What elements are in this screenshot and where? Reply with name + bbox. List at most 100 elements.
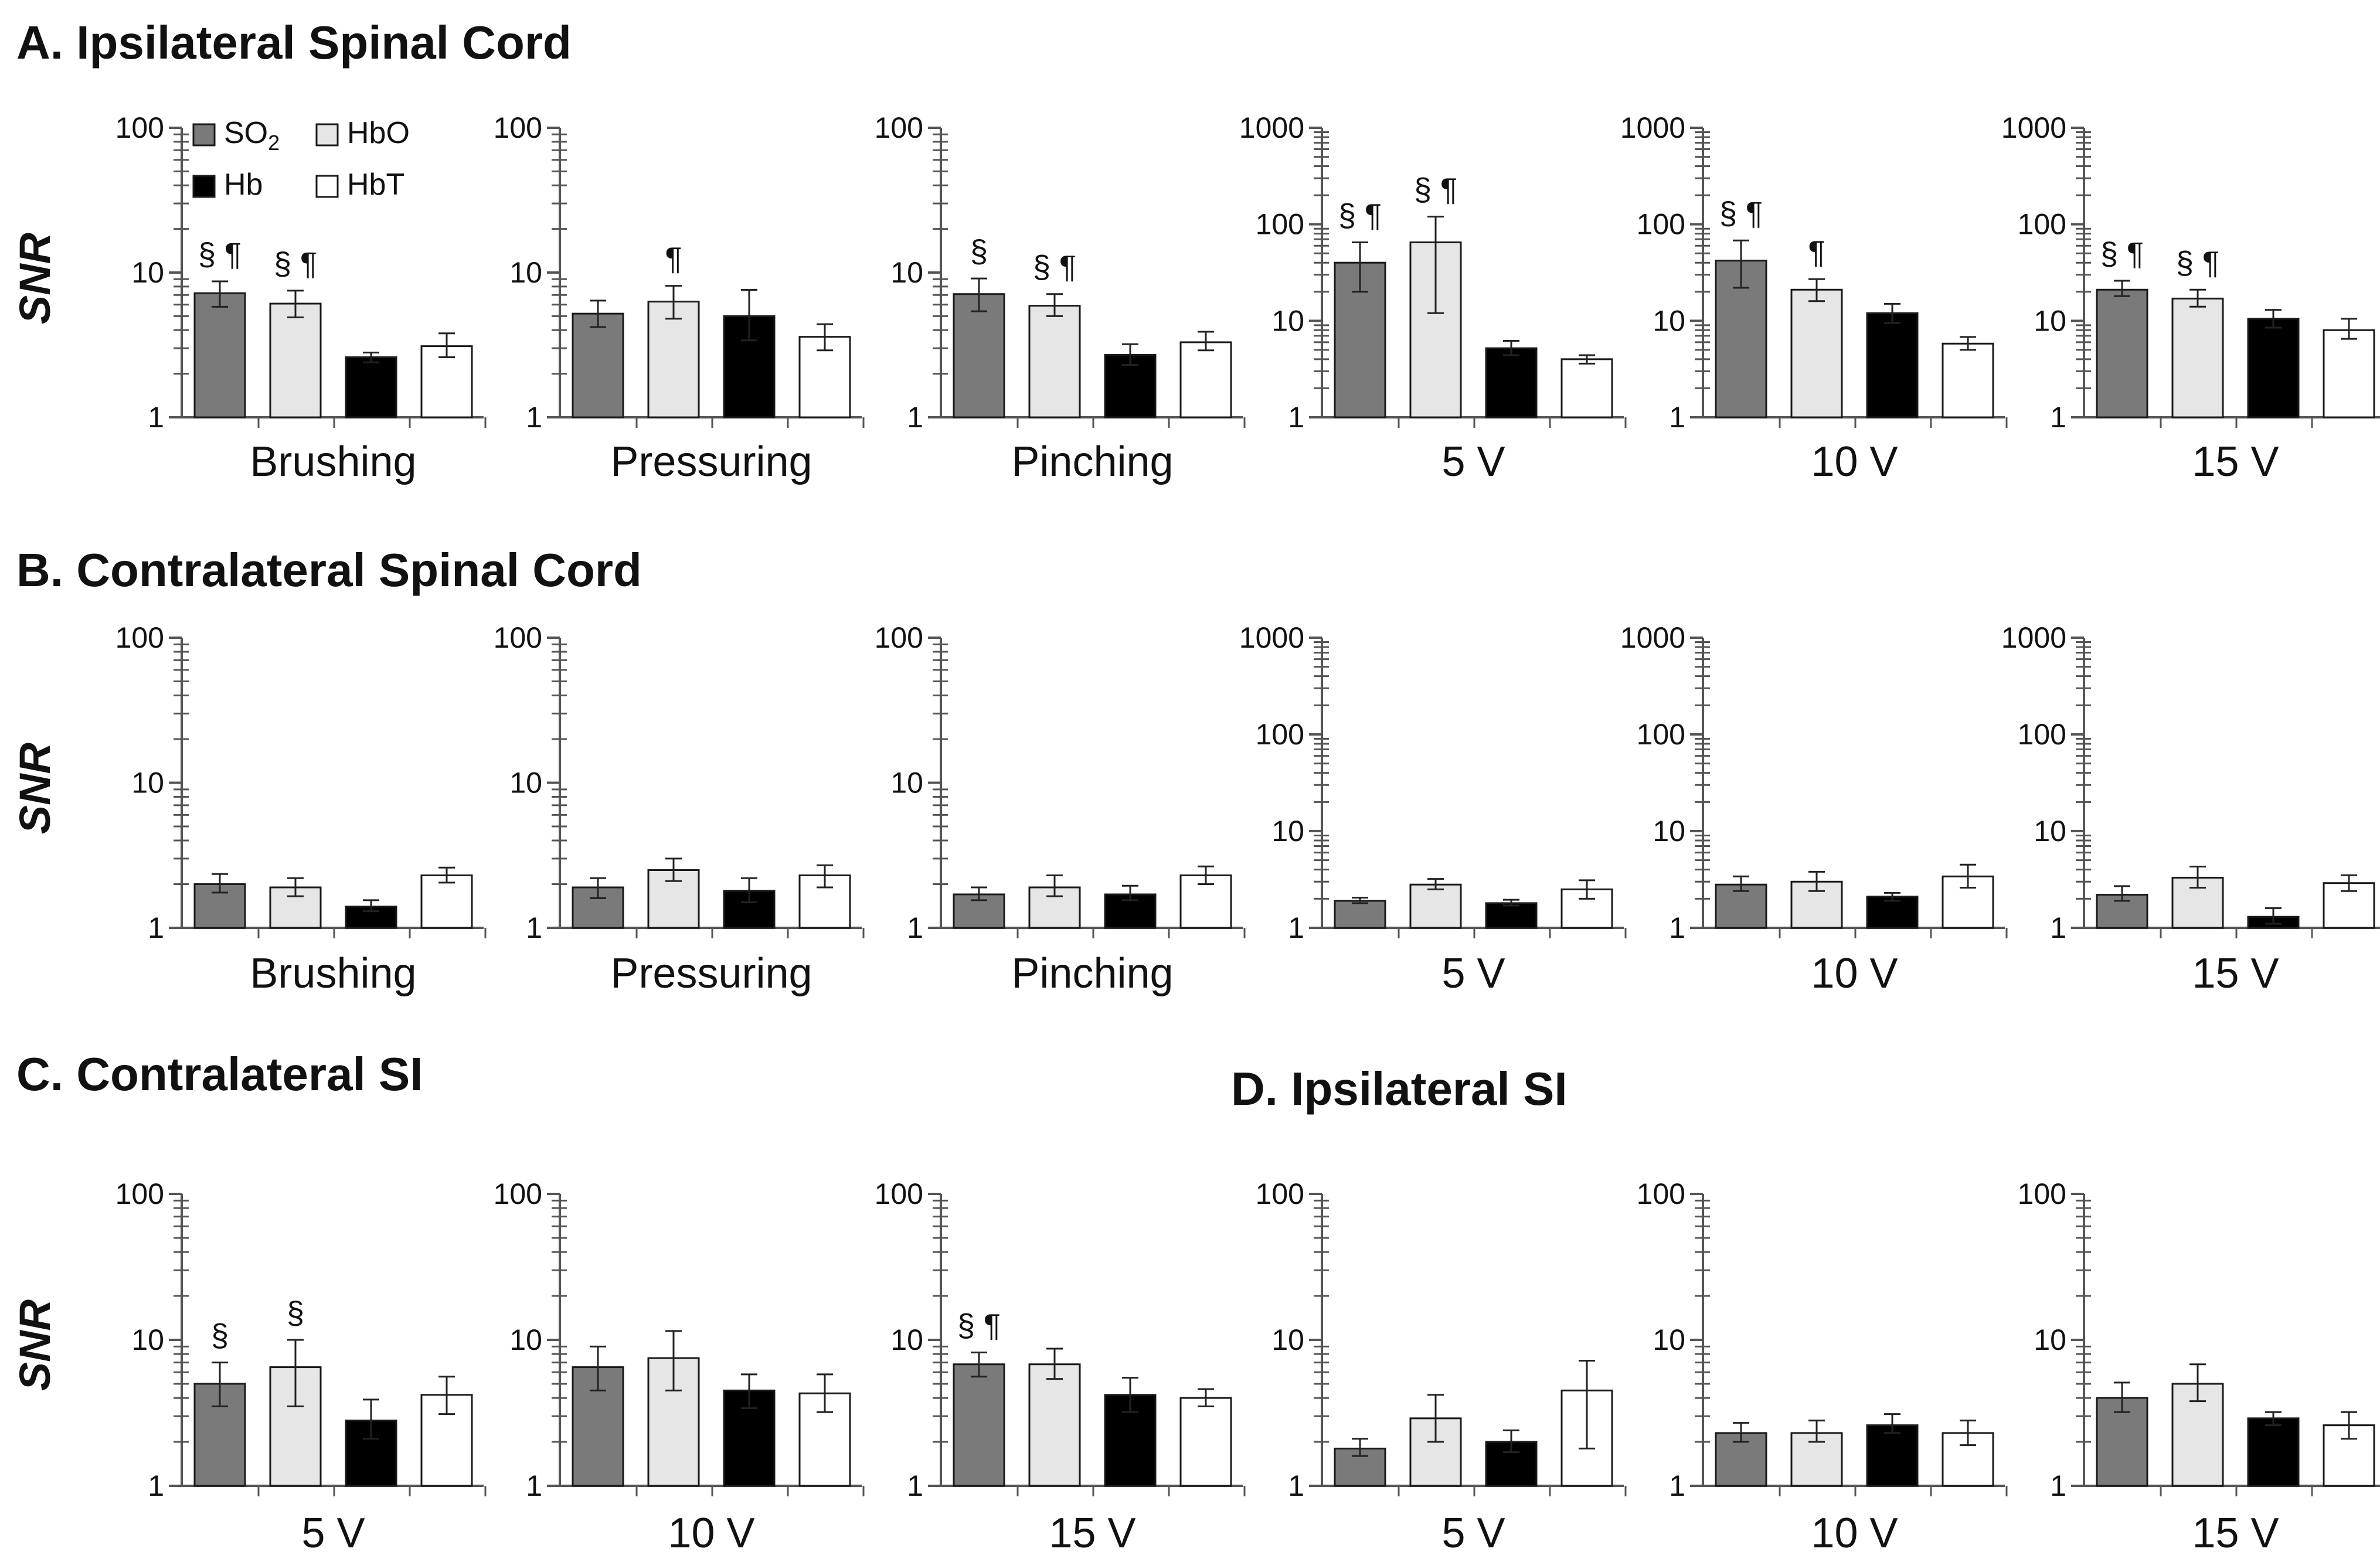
significance-label: § ¶ [1338, 198, 1382, 233]
chart-panels: 1 10 100 § ¶ § ¶ Brushing 1 10 100 ¶ Pressuring 1 10… [115, 111, 2380, 1557]
bar-hbt [1942, 342, 1994, 418]
category-label: Pressuring [610, 950, 812, 997]
section-title-d: D. Ipsilateral SI [1231, 1063, 1568, 1115]
y-tick-label: 100 [1637, 1178, 1685, 1210]
panel-a-10v: 1 10 100 1000 § ¶ ¶ 10 V [1620, 111, 2008, 485]
y-tick-label: 100 [115, 1178, 164, 1210]
legend: SO2 HbO Hb HbT [192, 116, 410, 202]
y-tick-label: 100 [875, 111, 923, 144]
significance-label: § ¶ [274, 246, 317, 281]
y-tick-label: 1 [2050, 911, 2066, 944]
y-tick-label: 10 [1271, 815, 1304, 848]
category-label: 15 V [1049, 1510, 1135, 1557]
category-label: 10 V [1811, 438, 1898, 485]
panel-c-5v: 1 10 100 § § 5 V [115, 1178, 487, 1557]
y-tick-label: 1 [907, 401, 923, 434]
category-label: Brushing [250, 438, 416, 485]
y-tick-label: 1 [2050, 1469, 2066, 1502]
y-tick-label: 1000 [1239, 111, 1304, 144]
y-tick-label: 10 [1271, 304, 1304, 337]
bar-hbo [2171, 297, 2224, 418]
bar-hb [1104, 893, 1157, 929]
panel-d-15v: 1 10 100 15 V [2018, 1178, 2380, 1557]
y-tick-label: 10 [131, 767, 164, 799]
y-tick-label: 10 [131, 256, 164, 289]
y-tick-label: 100 [494, 621, 542, 654]
panel-a-brushing: 1 10 100 § ¶ § ¶ Brushing [115, 111, 487, 485]
legend-item-so2: SO2 [192, 116, 280, 155]
bar-hb [2247, 318, 2300, 418]
legend-swatch [315, 175, 339, 198]
significance-label: § [287, 1295, 304, 1330]
category-label: Pinching [1011, 950, 1173, 997]
bar-hb [1866, 896, 1919, 929]
y-tick-label: 1 [526, 1469, 542, 1502]
y-tick-label: 100 [2018, 1178, 2066, 1210]
legend-swatch [192, 175, 216, 198]
legend-item-hb: Hb [192, 168, 263, 202]
y-tick-label: 1 [526, 911, 542, 944]
y-tick-label: 1 [148, 911, 164, 944]
y-tick-label: 10 [1653, 1323, 1685, 1356]
category-label: 15 V [2192, 438, 2279, 485]
category-label: 10 V [1811, 950, 1898, 997]
bar-hbo [1409, 883, 1462, 929]
bar-so2 [1334, 900, 1386, 929]
panel-b-brushing: 1 10 100 Brushing [115, 621, 487, 997]
legend-item-hbo: HbO [315, 116, 410, 150]
y-tick-label: 10 [890, 256, 923, 289]
legend-subscript: 2 [268, 131, 280, 155]
y-tick-label: 100 [115, 111, 164, 144]
category-label: Pressuring [610, 438, 812, 485]
bar-so2 [572, 312, 624, 418]
y-axis-label-c: SNR [11, 1299, 59, 1391]
y-axis-label-b: SNR [11, 743, 59, 834]
bar-hbo [647, 301, 700, 418]
y-tick-label: 1000 [2001, 111, 2066, 144]
y-tick-label: 1000 [1239, 621, 1304, 654]
section-title-c: C. Contralateral SI [16, 1048, 423, 1100]
category-label: 5 V [1441, 1510, 1505, 1557]
y-tick-label: 10 [1653, 304, 1685, 337]
y-tick-label: 100 [1637, 208, 1685, 241]
bar-hbt [1560, 358, 1613, 418]
y-tick-label: 1000 [2001, 621, 2066, 654]
bar-hbo [1028, 1363, 1081, 1487]
y-tick-label: 1 [907, 911, 923, 944]
section-title-a: A. Ipsilateral Spinal Cord [16, 16, 572, 69]
panel-b-10v: 1 10 100 1000 10 V [1620, 621, 2008, 997]
bar-hbo [269, 302, 322, 418]
significance-label: ¶ [1808, 234, 1825, 270]
y-tick-label: 10 [890, 1323, 923, 1356]
bar-hbt [1179, 1397, 1232, 1487]
significance-label: ¶ [665, 241, 682, 277]
y-tick-label: 1 [1288, 911, 1304, 944]
y-tick-label: 100 [494, 1178, 542, 1210]
y-tick-label: 1 [1288, 1469, 1304, 1502]
panel-a-15v: 1 10 100 1000 § ¶ § ¶ 15 V [2001, 111, 2380, 485]
legend-swatch [192, 123, 216, 147]
y-tick-label: 100 [1256, 1178, 1304, 1210]
panel-a-pressuring: 1 10 100 ¶ Pressuring [494, 111, 865, 485]
y-tick-label: 1000 [1620, 621, 1685, 654]
y-tick-label: 1 [1288, 401, 1304, 434]
significance-label: § ¶ [1719, 196, 1763, 231]
y-tick-label: 1 [148, 401, 164, 434]
category-label: 10 V [668, 1510, 754, 1557]
bar-hb [1485, 347, 1538, 418]
y-tick-label: 10 [1271, 1323, 1304, 1356]
y-tick-label: 1 [2050, 401, 2066, 434]
significance-label: § ¶ [2100, 236, 2144, 271]
section-title-b: B. Contralateral Spinal Cord [16, 544, 642, 596]
bar-so2 [953, 1363, 1005, 1487]
y-tick-label: 1 [526, 401, 542, 434]
bar-hbo [1028, 305, 1081, 418]
y-tick-label: 10 [890, 767, 923, 799]
y-tick-label: 10 [509, 767, 542, 799]
bar-so2 [953, 293, 1005, 418]
y-tick-label: 10 [1653, 815, 1685, 848]
panel-c-15v: 1 10 100 § ¶ 15 V [875, 1178, 1246, 1557]
significance-label: § [970, 234, 988, 269]
legend-label: Hb [224, 168, 263, 202]
